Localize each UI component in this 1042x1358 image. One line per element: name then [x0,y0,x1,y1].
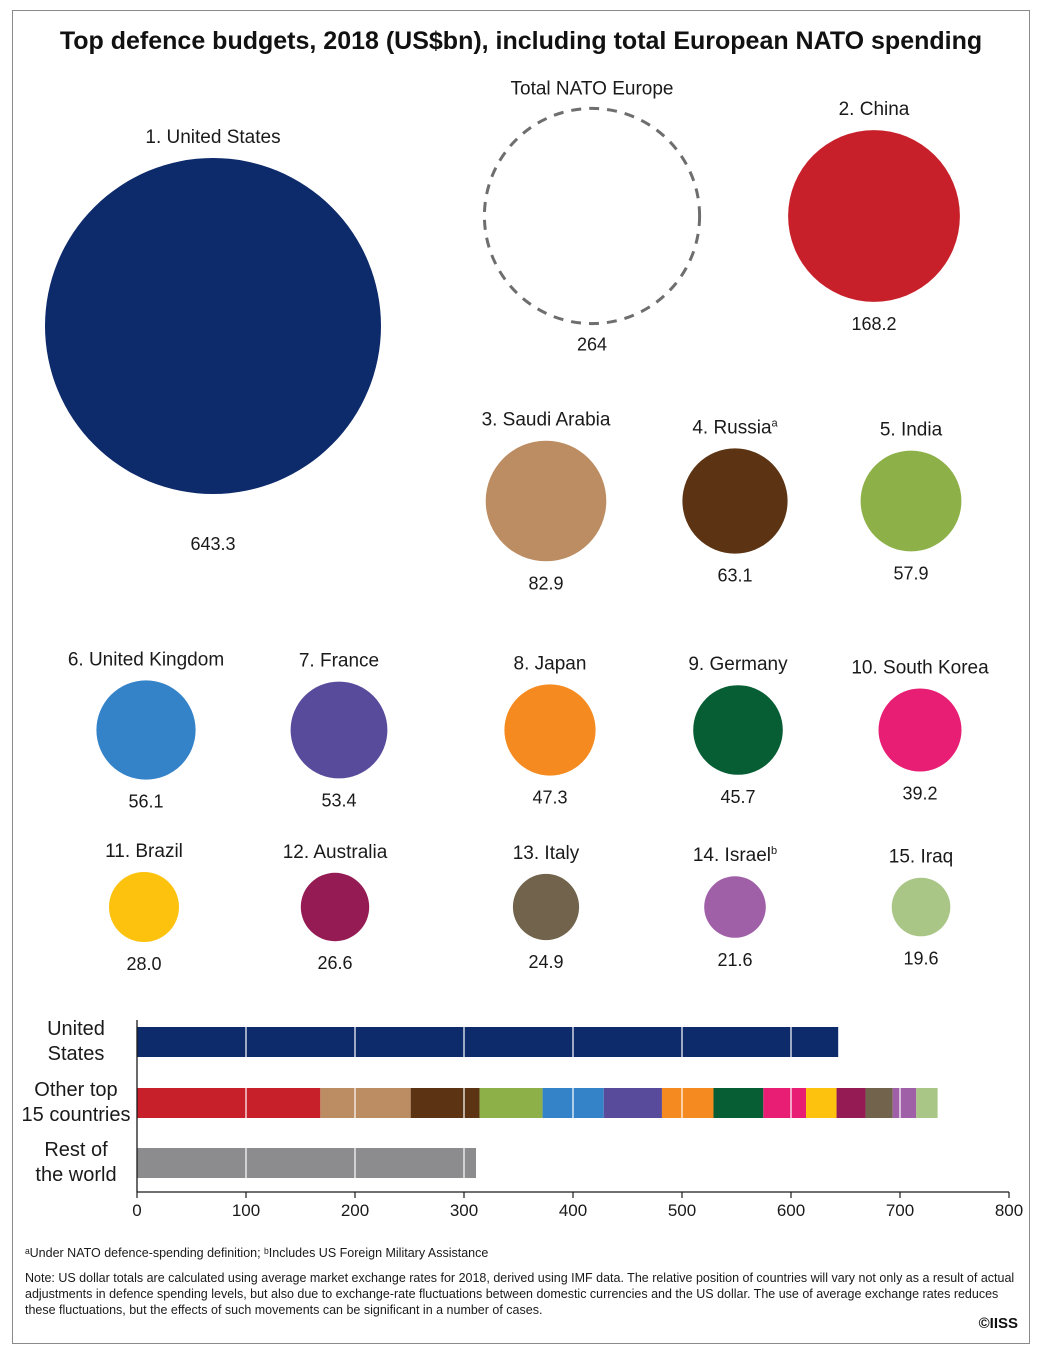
bubble-label-india: 5. India [880,420,943,441]
bubble-value-brazil: 28.0 [126,954,161,974]
note-text: Note: US dollar totals are calculated us… [25,1271,1015,1317]
bubble-label-saudi-arabia: 3. Saudi Arabia [482,410,611,431]
bubble-value-saudi-arabia: 82.9 [528,573,563,593]
x-tick-label: 800 [995,1201,1023,1220]
bubble-label-china: 2. China [839,99,910,120]
bar-segment-other-top-15-countries-8 [763,1088,807,1118]
bar-segment-other-top-15-countries-2 [410,1088,480,1118]
bar-chart-group: United States Other top 15 countries Rest of… [22,1018,1024,1220]
bubble-value-germany: 45.7 [720,787,755,807]
copyright: ©IISS [978,1315,1018,1332]
bar-segment-other-top-15-countries-13 [916,1088,938,1118]
bar-segment-rest-of-the-world-0 [137,1148,476,1178]
x-tick-label: 600 [777,1201,805,1220]
bar-segment-other-top-15-countries-10 [836,1088,866,1118]
row-label-other-top-15-countries: Other top 15 countries [22,1079,131,1126]
bubble-israel [704,876,766,938]
bubble-australia [300,872,370,942]
chart-title: Top defence budgets, 2018 (US$bn), inclu… [60,27,982,55]
x-tick-label: 500 [668,1201,696,1220]
x-tick-label: 200 [341,1201,369,1220]
bubble-value-united-states: 643.3 [190,534,235,554]
bubble-label-iraq: 15. Iraq [889,847,953,868]
bubble-value-united-kingdom: 56.1 [128,792,163,812]
bubble-japan [504,684,596,776]
bubble-label-brazil: 11. Brazil [105,841,183,862]
bar-segment-other-top-15-countries-12 [892,1088,917,1118]
bubble-label-israel: 14. Israelb [693,845,777,866]
bubble-label-japan: 8. Japan [514,653,587,674]
bubble-group: 1. United States 643.3 2. China 168.2 3. Sau… [45,78,989,974]
bubble-label-south-korea: 10. South Korea [851,658,989,679]
bubble-label-italy: 13. Italy [513,843,580,864]
bar-segment-other-top-15-countries-5 [603,1088,662,1118]
x-tick-label: 0 [132,1201,141,1220]
bubble-value-india: 57.9 [893,563,928,583]
bubble-label-united-states: 1. United States [145,127,280,148]
bubble-value-iraq: 19.6 [903,948,938,968]
x-tick-label: 300 [450,1201,478,1220]
bubble-india [860,450,962,552]
bubble-label-australia: 12. Australia [283,842,388,863]
bubble-russia [682,448,788,554]
bar-segment-other-top-15-countries-11 [865,1088,893,1118]
bubble-value-russia: 63.1 [717,566,752,586]
bubble-germany [693,685,783,775]
bubble-united-states [45,158,381,494]
bubble-united-kingdom [96,680,196,780]
bubble-label-united-kingdom: 6. United Kingdom [68,649,224,670]
bubble-total-nato-europe [482,106,702,326]
bubble-label-germany: 9. Germany [688,654,788,675]
bubble-china [788,130,960,302]
bubble-label-russia: 4. Russiaa [692,417,778,438]
bar-segment-other-top-15-countries-7 [713,1088,764,1118]
bar-segment-other-top-15-countries-9 [806,1088,837,1118]
bubble-france [290,681,388,779]
bubble-south-korea [878,688,962,772]
bar-segment-other-top-15-countries-3 [479,1088,543,1118]
bubble-value-china: 168.2 [851,314,896,334]
bubble-value-france: 53.4 [321,790,356,810]
bubble-value-israel: 21.6 [717,950,752,970]
bar-segment-united-states-0 [137,1027,839,1057]
x-tick-label: 700 [886,1201,914,1220]
bubble-label-france: 7. France [299,651,379,672]
bubble-value-south-korea: 39.2 [902,784,937,804]
row-label-rest-of-the-world: Rest of the world [35,1139,116,1186]
bar-segment-other-top-15-countries-0 [137,1088,321,1118]
bubble-iraq [891,877,951,937]
x-tick-label: 400 [559,1201,587,1220]
chart-frame [12,10,1030,1344]
bubble-italy [512,873,580,941]
bubble-brazil [109,872,179,942]
x-tick-label: 100 [232,1201,260,1220]
footnote: ᵃUnder NATO defence-spending definition;… [25,1246,489,1260]
bubble-value-australia: 26.6 [317,953,352,973]
bubble-value-italy: 24.9 [528,952,563,972]
bubble-value-japan: 47.3 [532,788,567,808]
bubble-label-total-nato-europe: Total NATO Europe [511,78,674,99]
bar-segment-other-top-15-countries-6 [661,1088,714,1118]
row-label-united-states: United States [47,1018,105,1065]
bubble-value-total-nato-europe: 264 [577,335,607,355]
bar-segment-other-top-15-countries-1 [320,1088,411,1118]
bubble-saudi-arabia [485,440,607,562]
